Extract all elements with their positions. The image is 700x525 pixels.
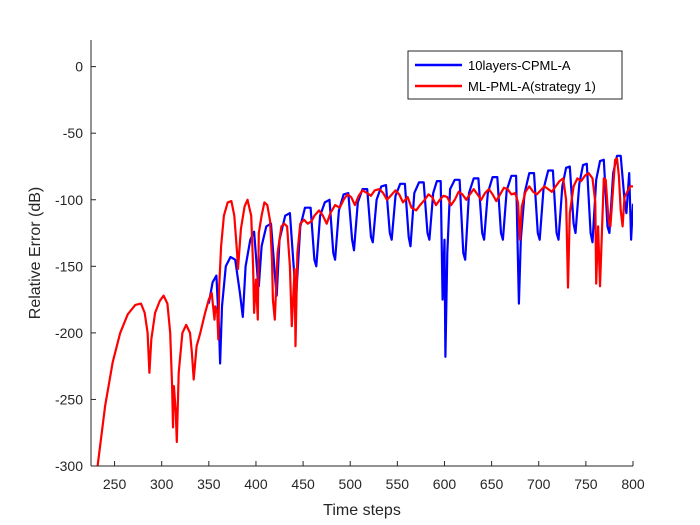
legend-label-series-1: 10layers-CPML-A	[468, 58, 571, 73]
x-tick-label: 650	[480, 476, 504, 492]
y-axis-ticks: 0 -50 -100 -150 -200 -250 -300	[55, 59, 96, 474]
x-tick-label: 600	[433, 476, 457, 492]
x-tick-label: 400	[244, 476, 268, 492]
y-axis-title: Relative Error (dB)	[27, 187, 44, 319]
plot-area	[96, 154, 633, 466]
y-tick-label: -200	[55, 325, 83, 341]
legend-label-series-2: ML-PML-A(strategy 1)	[468, 79, 596, 94]
x-tick-label: 800	[621, 476, 645, 492]
x-tick-label: 500	[339, 476, 363, 492]
x-tick-label: 350	[197, 476, 221, 492]
legend: 10layers-CPML-A ML-PML-A(strategy 1)	[407, 50, 623, 100]
axes	[90, 40, 633, 467]
x-tick-label: 700	[527, 476, 551, 492]
x-tick-label: 750	[574, 476, 598, 492]
y-tick-label: -50	[63, 125, 83, 141]
y-tick-label: -250	[55, 391, 83, 407]
x-tick-label: 250	[103, 476, 127, 492]
legend-box	[407, 50, 623, 100]
x-axis-ticks: 250 300 350 400 450 500 550 600 650 700 750 800	[103, 461, 645, 492]
y-tick-label: -100	[55, 192, 83, 208]
series-line-2	[96, 157, 633, 466]
y-tick-label: 0	[75, 59, 83, 75]
x-tick-label: 300	[150, 476, 174, 492]
x-tick-label: 450	[291, 476, 315, 492]
x-tick-label: 550	[386, 476, 410, 492]
y-tick-label: -300	[55, 458, 83, 474]
x-axis-title: Time steps	[323, 502, 401, 519]
y-tick-label: -150	[55, 258, 83, 274]
